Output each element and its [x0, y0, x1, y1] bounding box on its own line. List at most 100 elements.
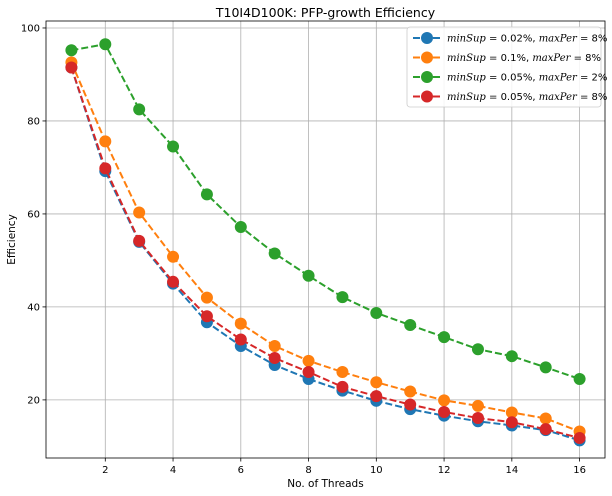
series-line — [70, 67, 580, 439]
x-tick-label: 2 — [102, 465, 108, 476]
data-point — [370, 376, 383, 389]
data-point — [200, 188, 213, 201]
data-point — [200, 310, 213, 323]
x-axis-label: No. of Threads — [287, 478, 363, 490]
x-tick-label: 16 — [573, 465, 586, 476]
series-line — [70, 61, 580, 433]
legend-label-part: = 8% — [570, 53, 601, 64]
x-tick-label: 10 — [370, 465, 383, 476]
data-point — [573, 372, 586, 385]
data-point — [302, 365, 315, 378]
legend-label-part: = 0.1%, — [486, 53, 533, 64]
legend-label: minSup = 0.1%, maxPer = 8% — [447, 53, 601, 64]
legend-label-part: = 2% — [577, 73, 608, 84]
data-point — [200, 291, 213, 304]
y-tick-label: 20 — [27, 395, 40, 406]
legend-label-part: = 0.05%, — [486, 92, 539, 103]
data-point — [438, 331, 451, 344]
data-point — [404, 319, 417, 332]
data-point — [505, 350, 518, 363]
y-tick-label: 60 — [27, 209, 40, 220]
legend-item: minSup = 0.02%, maxPer = 8% — [413, 32, 607, 45]
series-line — [71, 43, 580, 380]
legend-label-part: maxPer — [532, 53, 571, 64]
data-point — [167, 275, 180, 288]
legend-label-part: = 0.05%, — [486, 73, 539, 84]
legend-label: minSup = 0.02%, maxPer = 8% — [447, 34, 607, 45]
data-point — [133, 234, 146, 247]
legend-item: minSup = 0.05%, maxPer = 2% — [413, 71, 607, 84]
data-point — [133, 206, 146, 219]
data-point — [336, 380, 349, 393]
data-point — [99, 135, 112, 148]
plot-frame — [45, 20, 606, 459]
data-point — [471, 399, 484, 412]
data-point — [302, 269, 315, 282]
legend-label: minSup = 0.05%, maxPer = 8% — [447, 92, 607, 103]
data-point — [167, 140, 180, 153]
legend-label-part: maxPer — [539, 73, 578, 84]
data-point — [234, 220, 247, 233]
series-layer — [65, 38, 586, 447]
data-point — [370, 390, 383, 403]
x-tick-label: 6 — [238, 465, 244, 476]
data-point — [471, 412, 484, 425]
legend: minSup = 0.02%, maxPer = 8%minSup = 0.1%… — [406, 26, 607, 108]
series-2 — [65, 56, 586, 438]
series-line — [70, 67, 580, 442]
data-point — [336, 365, 349, 378]
series-4 — [65, 61, 586, 445]
data-point — [539, 412, 552, 425]
x-tick-label: 8 — [305, 465, 311, 476]
legend-marker — [421, 32, 433, 44]
legend-label-part: minSup — [447, 73, 486, 84]
legend-item: minSup = 0.05%, maxPer = 8% — [413, 90, 607, 103]
legend-label-part: minSup — [447, 34, 486, 45]
x-tick-label: 14 — [505, 465, 518, 476]
data-point — [99, 162, 112, 175]
data-point — [471, 343, 484, 356]
data-point — [302, 354, 315, 367]
data-point — [234, 317, 247, 330]
data-point — [539, 423, 552, 436]
axis-ticks: 2 4 6 8 10 12 14 16 20 40 60 80 100 — [21, 23, 586, 476]
legend-label-part: = 0.02%, — [486, 34, 539, 45]
chart-title: T10I4D100K: PFP-growth Efficiency — [215, 5, 436, 20]
data-point — [539, 361, 552, 374]
data-point — [404, 398, 417, 411]
y-tick-label: 100 — [21, 23, 40, 34]
data-point — [99, 38, 112, 51]
data-point — [505, 406, 518, 419]
legend-marker — [421, 71, 433, 83]
data-point — [268, 247, 281, 260]
y-tick-label: 80 — [27, 116, 40, 127]
legend-label-part: = 8% — [577, 34, 608, 45]
legend-label-part: minSup — [447, 53, 486, 64]
x-tick-label: 12 — [438, 465, 451, 476]
data-point — [404, 385, 417, 398]
data-point — [65, 61, 78, 74]
legend-marker — [421, 51, 433, 64]
data-point — [370, 306, 383, 319]
legend-label-part: maxPer — [539, 92, 578, 103]
data-point — [133, 103, 146, 116]
data-point — [438, 405, 451, 418]
series-3 — [65, 38, 586, 385]
data-point — [336, 291, 349, 304]
series-1 — [65, 61, 586, 447]
data-point — [268, 352, 281, 365]
legend-box — [406, 26, 602, 108]
data-point — [505, 416, 518, 429]
legend-label-part: maxPer — [539, 34, 578, 45]
data-point — [234, 333, 247, 346]
data-point — [65, 44, 78, 57]
data-point — [438, 394, 451, 407]
y-tick-label: 40 — [27, 302, 40, 313]
x-tick-label: 4 — [170, 465, 176, 476]
data-point — [167, 250, 180, 263]
legend-marker — [421, 90, 433, 103]
data-point — [268, 339, 281, 352]
legend-item: minSup = 0.1%, maxPer = 8% — [413, 51, 601, 64]
legend-label-part: minSup — [447, 92, 486, 103]
